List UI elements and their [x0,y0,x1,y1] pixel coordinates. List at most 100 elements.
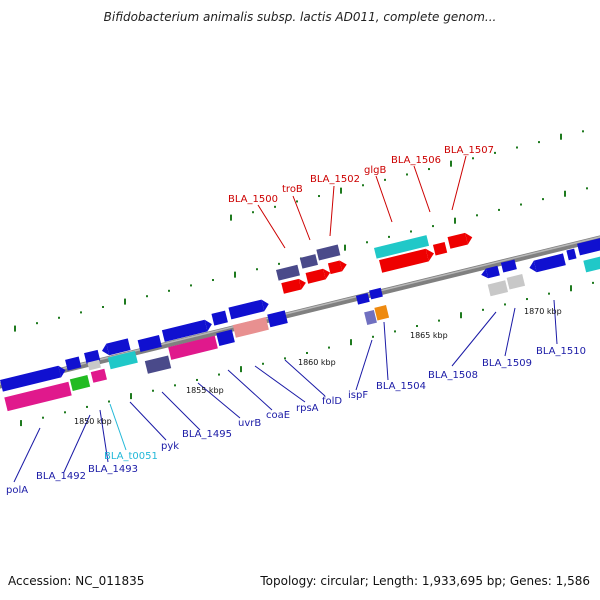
major-tick [350,339,352,346]
major-tick [20,420,22,427]
minor-tick [516,146,518,149]
gene-arrow[interactable] [106,338,131,356]
gene-arrow[interactable] [211,310,228,326]
gene-arrow[interactable] [161,319,208,342]
gene-label[interactable]: BLA_t0051 [104,451,158,462]
gene-label[interactable]: BLA_1495 [182,429,232,440]
gene-uvrB[interactable] [168,335,218,360]
gene-BLA_1500[interactable] [276,264,300,281]
gene-label[interactable]: pyk [161,441,179,452]
minor-tick [152,389,154,392]
accession-text: Accession: NC_011835 [8,574,145,588]
gene-arrow[interactable] [84,349,101,364]
minor-tick [190,284,192,287]
gene-arrow[interactable] [577,236,600,256]
gene-BLA_t0051[interactable] [87,359,101,371]
minor-tick [284,357,286,360]
gene-arrow[interactable] [281,278,302,294]
gene-troB[interactable] [299,254,318,269]
gene-label[interactable]: BLA_1509 [482,358,532,369]
gene-arrow[interactable] [566,248,577,261]
gene-label[interactable]: troB [282,184,303,195]
gene-label[interactable]: ispF [348,390,368,401]
gene-arrow[interactable] [0,365,62,392]
scale-label: 1855 kbp [186,386,224,395]
gene-label[interactable]: BLA_1507 [444,145,494,156]
gene-BLA_1506[interactable] [432,241,448,256]
gene-arrow[interactable] [65,356,82,371]
minor-tick [482,308,484,311]
gene-arrow-tip [481,268,489,279]
gene-rpsA[interactable] [232,317,269,338]
minor-tick [586,187,588,190]
tick-track [14,130,594,427]
gene-glgB[interactable] [374,235,430,259]
gene-label[interactable]: BLA_1493 [88,464,138,475]
minor-tick [318,195,320,198]
minor-tick [328,346,330,349]
gene-label[interactable]: coaE [266,410,290,421]
gene-arrow-tip [529,260,537,273]
gene-arrow[interactable] [228,299,265,320]
gene-BLA_1507[interactable] [447,232,468,249]
gene-label[interactable]: glgB [364,165,386,176]
gene-BLA_1492[interactable] [69,375,91,391]
minor-tick [212,279,214,282]
major-tick [344,244,346,251]
gene-label[interactable]: BLA_1502 [310,174,360,185]
gene-label[interactable]: BLA_1500 [228,194,278,205]
gene-coaE[interactable] [216,329,235,346]
minor-tick [146,295,148,298]
minor-tick [526,298,528,301]
gene-label[interactable]: BLA_1504 [376,381,426,392]
major-tick [454,217,456,224]
minor-tick [388,235,390,238]
gene-arrow-tip [425,248,435,262]
gene-BLA_1493[interactable] [90,368,107,383]
gene-label[interactable]: BLA_1508 [428,370,478,381]
gene-arrow-tip [298,278,306,290]
gene-pyk[interactable] [107,350,138,370]
gene-arrow[interactable] [327,260,343,275]
gene-BLA_1510[interactable] [533,253,566,273]
major-tick [124,298,126,305]
gene-arrow[interactable] [583,253,600,273]
gene-label[interactable]: BLA_1492 [36,471,86,482]
gene-BLA_1509[interactable] [506,274,526,290]
gene-BLA_1504[interactable] [374,304,390,321]
gene-arrow-tip [323,268,331,280]
minor-tick [108,400,110,403]
scale-label: 1860 kbp [298,358,336,367]
minor-tick [592,281,594,284]
minor-tick [80,311,82,314]
minor-tick [274,205,276,208]
gene-arrow[interactable] [379,248,429,273]
minor-tick [394,330,396,333]
gene-arrow[interactable] [137,335,162,352]
gene-label[interactable]: polA [6,485,28,496]
gene-BLA_1508[interactable] [487,280,509,297]
scale-label: 1865 kbp [410,331,448,340]
major-tick [230,214,232,221]
gene-folD[interactable] [267,310,288,328]
gene-polA[interactable] [4,381,72,412]
scale-label: 1870 kbp [524,307,562,316]
gene-BLA_1495[interactable] [144,355,172,374]
gene-label[interactable]: folD [322,396,342,407]
gene-label[interactable]: BLA_1506 [391,155,441,166]
gene-arrow[interactable] [500,259,517,273]
gene-BLA_1502[interactable] [316,244,341,261]
major-tick [460,312,462,319]
gene-label[interactable]: rpsA [296,403,319,414]
gene-ispF[interactable] [364,310,377,326]
gene-label[interactable]: BLA_1510 [536,346,586,357]
minor-tick [504,303,506,306]
gene-arrow[interactable] [305,268,326,284]
gene-label[interactable]: uvrB [238,418,261,429]
gene-arrow[interactable] [485,265,500,279]
gene-arrow[interactable] [369,287,383,300]
gene-arrow[interactable] [355,293,370,305]
minor-tick [58,316,60,319]
summary-text: Topology: circular; Length: 1,933,695 bp… [260,574,590,588]
major-tick [564,190,566,197]
